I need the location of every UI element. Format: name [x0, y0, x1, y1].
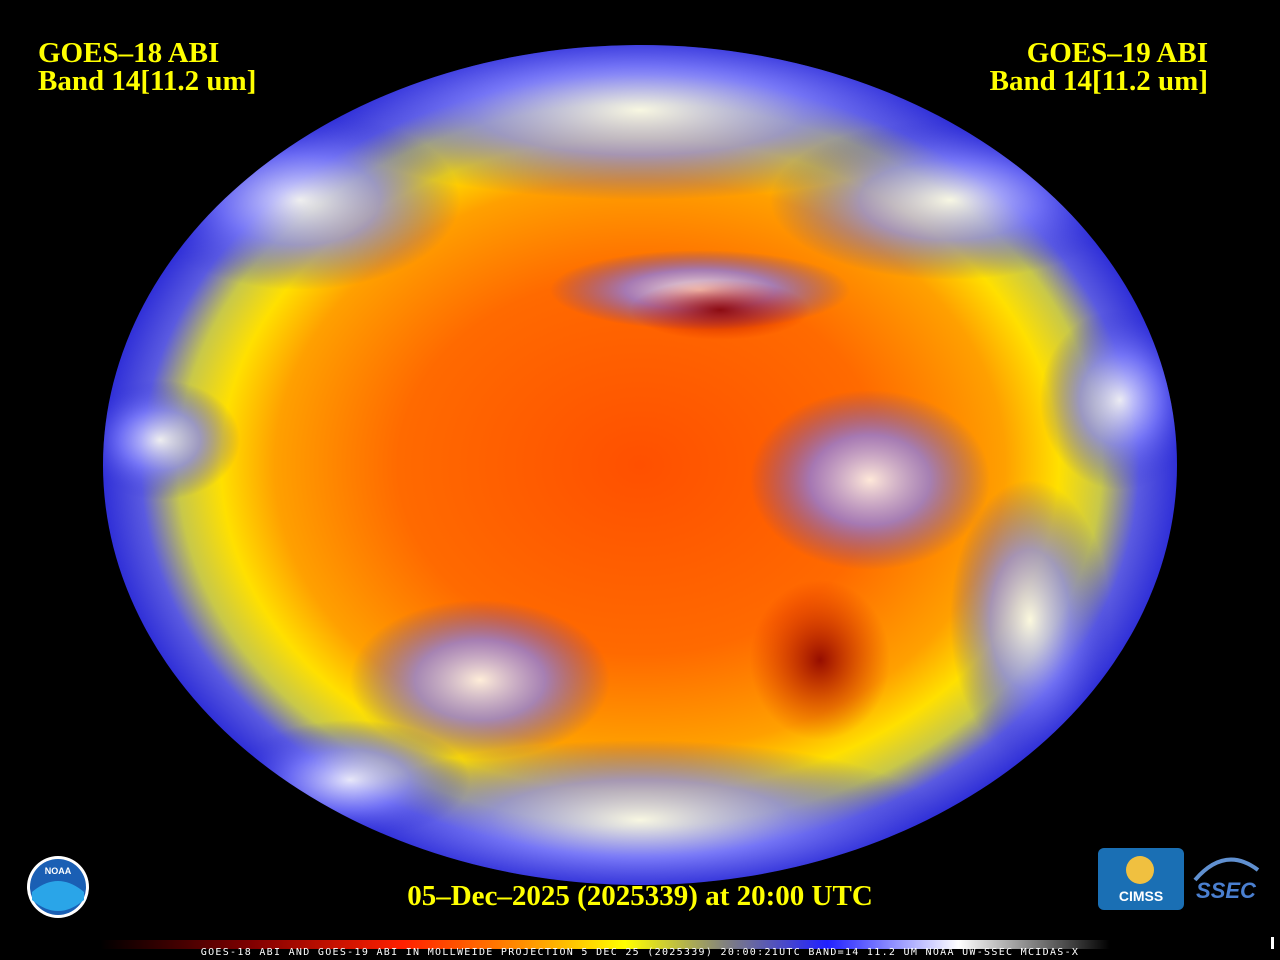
color-bar	[100, 940, 1110, 949]
cimss-label: CIMSS	[1119, 888, 1163, 904]
noaa-logo: NOAA	[27, 856, 89, 918]
noaa-label: NOAA	[45, 866, 72, 876]
ssec-logo: SSEC	[1193, 857, 1260, 903]
left-title: GOES–18 ABI	[38, 37, 219, 69]
ssec-label: SSEC	[1196, 878, 1257, 903]
right-title: GOES–19 ABI	[1027, 37, 1208, 69]
corner-mark	[1271, 937, 1274, 949]
right-band: Band 14[11.2 um]	[990, 65, 1208, 97]
timestamp: 05–Dec–2025 (2025339) at 20:00 UTC	[407, 880, 873, 912]
left-band: Band 14[11.2 um]	[38, 65, 256, 97]
cimss-logo: CIMSS	[1098, 848, 1184, 910]
footer-caption: GOES-18 ABI AND GOES-19 ABI IN MOLLWEIDE…	[201, 947, 1079, 958]
